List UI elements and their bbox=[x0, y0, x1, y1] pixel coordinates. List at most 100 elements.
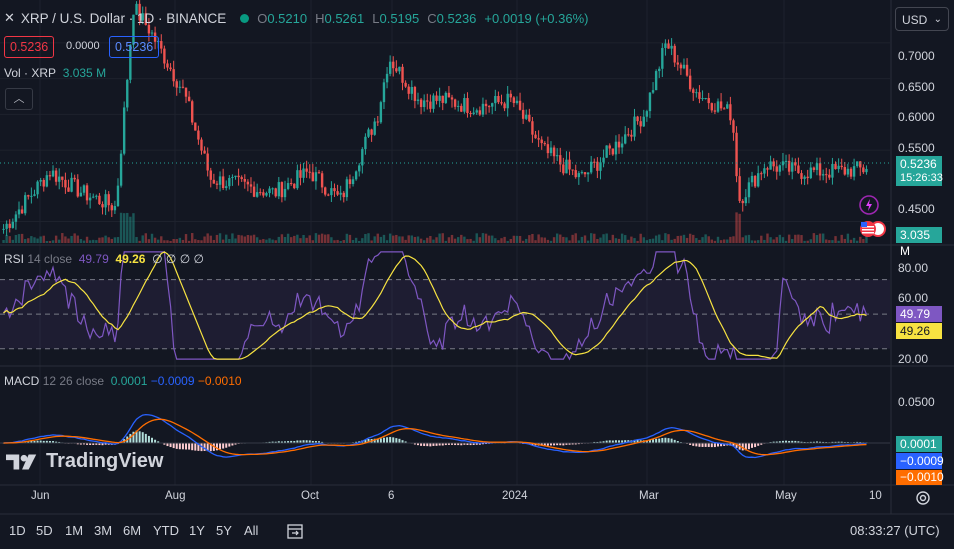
candle-body bbox=[716, 101, 720, 112]
volume-bar bbox=[837, 240, 840, 243]
buy-button[interactable]: 0.5236 bbox=[109, 36, 160, 58]
macd-histogram-bar bbox=[398, 438, 401, 443]
candle-body bbox=[240, 177, 243, 179]
range-button[interactable]: 5Y bbox=[216, 523, 232, 538]
volume-bar bbox=[370, 240, 373, 243]
candle-body bbox=[580, 172, 584, 174]
range-button[interactable]: 1Y bbox=[189, 523, 205, 538]
macd-histogram-bar bbox=[178, 443, 181, 450]
calendar-range-icon[interactable] bbox=[286, 522, 304, 540]
range-button[interactable]: 5D bbox=[36, 523, 53, 538]
volume-bar bbox=[673, 238, 676, 243]
range-button[interactable]: All bbox=[244, 523, 259, 538]
candle-body bbox=[218, 176, 222, 185]
volume-bar bbox=[475, 233, 478, 243]
candle-body bbox=[367, 129, 370, 137]
candle-body bbox=[460, 105, 463, 112]
candle-body bbox=[568, 159, 571, 170]
macd-histogram-bar bbox=[568, 443, 571, 445]
macd-histogram-bar bbox=[772, 441, 775, 443]
flash-icon[interactable] bbox=[858, 194, 880, 216]
range-button[interactable]: 3M bbox=[94, 523, 113, 538]
macd-histogram-bar bbox=[698, 443, 701, 447]
macd-histogram-bar bbox=[652, 439, 655, 443]
candle-body bbox=[450, 97, 454, 100]
volume-bar bbox=[388, 233, 392, 243]
volume-bar bbox=[401, 236, 404, 243]
candle-body bbox=[215, 183, 219, 185]
candle-body bbox=[574, 170, 577, 178]
macd-histogram-bar bbox=[231, 443, 234, 446]
candle-body bbox=[342, 192, 345, 198]
candle-body bbox=[76, 179, 79, 197]
candle-body bbox=[376, 121, 379, 123]
macd-histogram-bar bbox=[395, 438, 398, 443]
volume-bar bbox=[262, 239, 265, 243]
volume-bar bbox=[831, 240, 834, 243]
candle-body bbox=[333, 188, 336, 192]
macd-legend: MACD 12 26 close 0.0001 −0.0009 −0.0010 bbox=[4, 374, 242, 388]
candle-body bbox=[732, 120, 735, 133]
volume-bar bbox=[760, 235, 763, 243]
volume-bar bbox=[283, 236, 287, 243]
volume-bar bbox=[596, 238, 599, 243]
candle-body bbox=[249, 184, 253, 187]
volume-bar bbox=[713, 240, 717, 243]
macd-histogram-bar bbox=[287, 441, 290, 443]
candle-body bbox=[475, 110, 478, 113]
volume-bar bbox=[348, 234, 352, 243]
range-button[interactable]: 1M bbox=[65, 523, 84, 538]
candle-body bbox=[175, 81, 178, 88]
sell-button[interactable]: 0.5236 bbox=[4, 36, 55, 58]
candle-body bbox=[293, 183, 296, 189]
candle-body bbox=[710, 103, 714, 111]
volume-bar bbox=[259, 239, 262, 243]
volume-bar bbox=[605, 233, 608, 243]
currency-select[interactable]: USD ⌄ bbox=[895, 7, 949, 31]
volume-bar bbox=[834, 236, 837, 243]
candle-body bbox=[781, 161, 785, 166]
macd-histogram-bar bbox=[747, 443, 750, 450]
us-flag-icon[interactable] bbox=[858, 219, 890, 239]
symbol-title[interactable]: XRP / U.S. Dollar · 1D · BINANCE bbox=[20, 10, 227, 26]
candle-body bbox=[753, 175, 757, 187]
candle-body bbox=[441, 95, 444, 103]
settings-gear-icon[interactable] bbox=[914, 489, 932, 507]
volume-bar bbox=[580, 236, 584, 243]
candle-body bbox=[23, 195, 27, 214]
candle-body bbox=[302, 168, 305, 178]
macd-histogram-bar bbox=[219, 443, 222, 450]
ohlc-high: H0.5261 bbox=[315, 10, 365, 26]
macd-histogram-bar bbox=[277, 441, 280, 443]
volume-bar bbox=[852, 237, 856, 243]
range-button[interactable]: YTD bbox=[153, 523, 179, 538]
volume-bar bbox=[255, 237, 259, 243]
current-price-tag: 0.5236 15:26:33 bbox=[896, 156, 943, 186]
macd-histogram-bar bbox=[36, 440, 39, 443]
macd-histogram-bar bbox=[426, 443, 429, 447]
macd-histogram-bar bbox=[577, 443, 580, 445]
candle-body bbox=[726, 104, 729, 109]
volume-bar bbox=[339, 240, 342, 243]
volume-bar bbox=[698, 239, 701, 243]
volume-bar bbox=[750, 240, 754, 243]
utc-clock[interactable]: 08:33:27 (UTC) bbox=[850, 523, 940, 538]
macd-histogram-bar bbox=[135, 430, 138, 443]
close-icon[interactable]: ✕ bbox=[4, 10, 15, 25]
volume-bar bbox=[104, 235, 107, 243]
range-button[interactable]: 1D bbox=[9, 523, 26, 538]
candle-body bbox=[314, 172, 318, 182]
candle-body bbox=[212, 179, 216, 184]
macd-histogram-bar bbox=[466, 443, 469, 445]
range-button[interactable]: 6M bbox=[123, 523, 142, 538]
candle-body bbox=[834, 163, 837, 170]
candle-body bbox=[837, 165, 840, 170]
candle-body bbox=[132, 14, 135, 45]
macd-histogram-bar bbox=[837, 441, 840, 443]
candle-body bbox=[670, 45, 673, 49]
volume-bar bbox=[682, 234, 686, 243]
collapse-chevron-up-icon[interactable]: ︿ bbox=[5, 88, 33, 110]
volume-bar bbox=[373, 236, 376, 243]
macd-histogram-bar bbox=[79, 443, 82, 445]
